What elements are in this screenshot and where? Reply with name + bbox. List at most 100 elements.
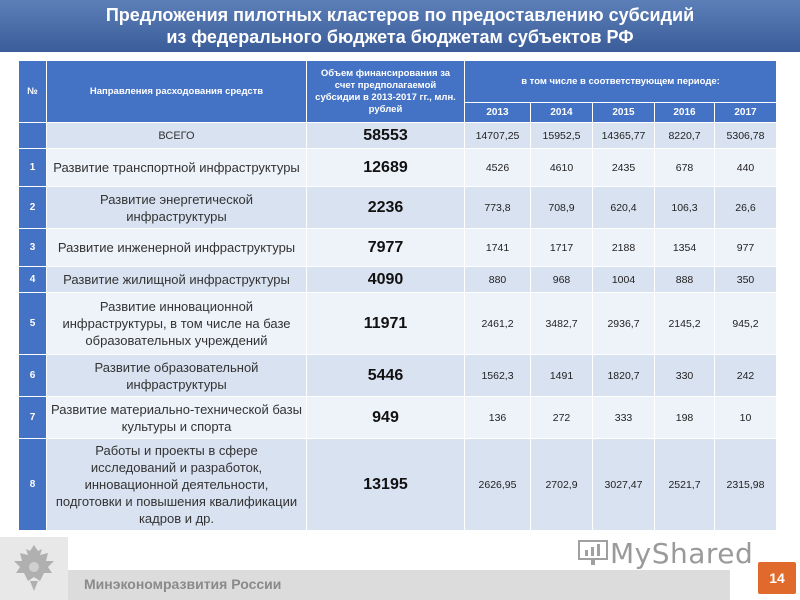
eagle-icon [14,545,54,591]
row-year-value-2015: 3027,47 [592,438,655,531]
row-year-value-2016: 888 [654,266,715,293]
row-year-value-2014: 4610 [530,148,593,187]
page-number: 14 [758,562,796,594]
row-year-value-2013: 1741 [464,228,531,267]
row-total-volume: 4090 [306,266,465,293]
row-year-value-2017: 945,2 [714,292,777,355]
header-year-2015: 2015 [592,102,655,123]
row-year-value-2015: 1820,7 [592,354,655,397]
row-year-value-2016: 198 [654,396,715,439]
subsidy-table-container: № Направления расходования средств Объем… [18,60,777,531]
row-year-value-2014: 15952,5 [530,122,593,149]
row-total-volume: 58553 [306,122,465,149]
header-num: № [18,60,47,123]
row-total-volume: 13195 [306,438,465,531]
row-direction: Развитие транспортной инфраструктуры [46,148,307,187]
row-year-value-2015: 620,4 [592,186,655,229]
row-year-value-2014: 3482,7 [530,292,593,355]
row-year-value-2016: 2521,7 [654,438,715,531]
row-number: 4 [18,266,47,293]
row-year-value-2016: 8220,7 [654,122,715,149]
row-year-value-2015: 1004 [592,266,655,293]
row-year-value-2017: 350 [714,266,777,293]
row-year-value-2017: 2315,98 [714,438,777,531]
subsidy-table: № Направления расходования средств Объем… [18,60,777,531]
header-period: в том числе в соответствующем периоде: [464,60,777,103]
row-direction: Развитие инновационной инфраструктуры, в… [46,292,307,355]
row-number: 6 [18,354,47,397]
row-year-value-2015: 2188 [592,228,655,267]
row-direction: Развитие жилищной инфраструктуры [46,266,307,293]
row-year-value-2017: 440 [714,148,777,187]
row-year-value-2014: 2702,9 [530,438,593,531]
row-total-volume: 949 [306,396,465,439]
row-year-value-2016: 2145,2 [654,292,715,355]
row-year-value-2017: 5306,78 [714,122,777,149]
title-line-1: Предложения пилотных кластеров по предос… [105,5,695,25]
row-year-value-2013: 2626,95 [464,438,531,531]
table-row: ВСЕГО 58553 14707,25 15952,5 14365,77 8220,7 5… [18,122,777,149]
row-number: 8 [18,438,47,531]
row-year-value-2014: 1491 [530,354,593,397]
row-direction: Развитие инженерной инфраструктуры [46,228,307,267]
table-row: 7 Развитие материально-технической базы к… [18,396,777,439]
table-row: 1 Развитие транспортной инфраструктуры 126… [18,148,777,187]
row-number [18,122,47,149]
header-year-2014: 2014 [530,102,593,123]
ministry-name: Минэкономразвития России [84,576,282,592]
row-year-value-2015: 14365,77 [592,122,655,149]
row-year-value-2013: 1562,3 [464,354,531,397]
row-direction: Развитие образовательной инфраструктуры [46,354,307,397]
row-total-volume: 7977 [306,228,465,267]
row-year-value-2016: 1354 [654,228,715,267]
row-number: 1 [18,148,47,187]
row-number: 7 [18,396,47,439]
row-year-value-2016: 330 [654,354,715,397]
table-row: 8 Работы и проекты в сфере исследований и… [18,438,777,531]
title-line-2: из федерального бюджета бюджетам субъект… [166,27,634,47]
slide-title: Предложения пилотных кластеров по предос… [0,0,800,52]
header-direction: Направления расходования средств [46,60,307,123]
table-row: 6 Развитие образовательной инфраструктуры… [18,354,777,397]
table-row: 5 Развитие инновационной инфраструктуры, … [18,292,777,355]
row-year-value-2013: 773,8 [464,186,531,229]
watermark-text: MyShared [610,537,754,570]
row-year-value-2014: 1717 [530,228,593,267]
row-direction: Работы и проекты в сфере исследований и … [46,438,307,531]
row-year-value-2017: 10 [714,396,777,439]
row-direction: Развитие энергетической инфраструктуры [46,186,307,229]
presentation-icon [578,540,608,565]
row-year-value-2013: 2461,2 [464,292,531,355]
row-year-value-2013: 4526 [464,148,531,187]
header-year-2017: 2017 [714,102,777,123]
row-total-volume: 11971 [306,292,465,355]
row-year-value-2013: 14707,25 [464,122,531,149]
coat-of-arms-logo [0,537,68,600]
row-total-volume: 12689 [306,148,465,187]
footer-bar [68,570,730,600]
row-number: 2 [18,186,47,229]
row-number: 3 [18,228,47,267]
table-row: 4 Развитие жилищной инфраструктуры 4090 880… [18,266,777,293]
row-year-value-2017: 977 [714,228,777,267]
row-year-value-2014: 968 [530,266,593,293]
row-year-value-2017: 242 [714,354,777,397]
table-row: 3 Развитие инженерной инфраструктуры 7977 1… [18,228,777,267]
row-total-volume: 2236 [306,186,465,229]
header-volume: Объем финансирования за счет предполагае… [306,60,465,123]
row-direction: Развитие материально-технической базы ку… [46,396,307,439]
row-year-value-2014: 272 [530,396,593,439]
header-year-2016: 2016 [654,102,715,123]
row-year-value-2013: 880 [464,266,531,293]
header-year-2013: 2013 [464,102,531,123]
row-year-value-2016: 678 [654,148,715,187]
table-row: 2 Развитие энергетической инфраструктуры 2… [18,186,777,229]
row-year-value-2015: 2435 [592,148,655,187]
row-year-value-2014: 708,9 [530,186,593,229]
row-year-value-2013: 136 [464,396,531,439]
row-direction: ВСЕГО [46,122,307,149]
row-total-volume: 5446 [306,354,465,397]
row-year-value-2016: 106,3 [654,186,715,229]
row-year-value-2017: 26,6 [714,186,777,229]
row-number: 5 [18,292,47,355]
